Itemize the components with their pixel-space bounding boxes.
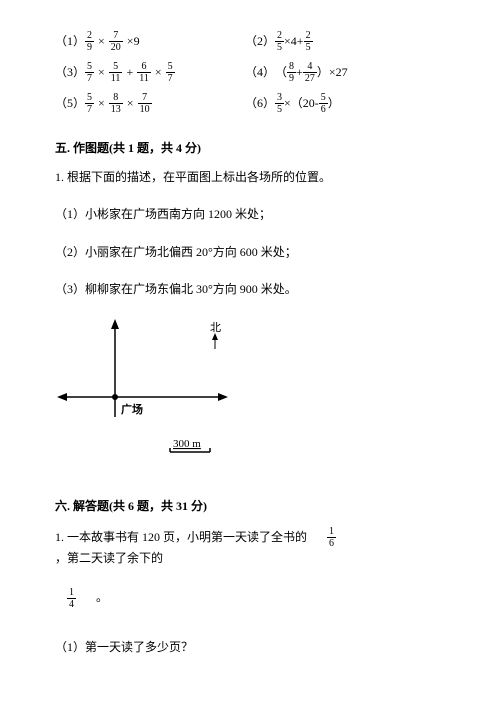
fraction: 57 <box>166 61 175 84</box>
fraction: 29 <box>85 30 94 53</box>
section-5-s2: （2）小丽家在广场北偏西 20°方向 600 米处； <box>55 243 445 262</box>
fraction: 35 <box>275 92 284 115</box>
section-5-q1: 1. 根据下面的描述，在平面图上标出各场所的位置。 <box>55 168 445 187</box>
q1-text-a: 1. 一本故事书有 120 页，小明第一天读了全书的 <box>55 528 307 547</box>
problem-3: （3） 57 × 511 + 611 × 57 <box>55 61 245 84</box>
label: （2） <box>245 32 275 51</box>
fraction: 56 <box>319 92 328 115</box>
lparen: （ <box>275 63 287 82</box>
section-6-q1-line2: 14 。 <box>67 587 108 610</box>
fraction: 57 <box>85 61 94 84</box>
problem-5: （5） 57 × 813 × 710 <box>55 92 245 115</box>
mid: ×4+ <box>284 32 304 51</box>
section-6-q1: 1. 一本故事书有 120 页，小明第一天读了全书的 16 ，第二天读了余下的 <box>55 526 445 568</box>
fraction: 16 <box>327 526 336 549</box>
fraction: 813 <box>109 92 123 115</box>
fraction: 710 <box>138 92 152 115</box>
tail: ×27 <box>329 63 348 82</box>
times: × <box>98 94 105 113</box>
section-6-s1: （1）第一天读了多少页？ <box>55 638 445 657</box>
section-5-title: 五. 作图题(共 1 题，共 4 分) <box>55 139 445 158</box>
problem-2: （2） 25 ×4+ 25 <box>245 30 445 53</box>
rparen: ） <box>328 94 340 113</box>
times: × <box>98 32 105 51</box>
times: × <box>155 63 162 82</box>
mid: ×（20- <box>284 94 319 113</box>
section-6-title: 六. 解答题(共 6 题，共 31 分) <box>55 497 445 516</box>
section-5-s1: （1）小彬家在广场西南方向 1200 米处； <box>55 205 445 224</box>
plus: + <box>296 63 303 82</box>
rparen: ） <box>317 63 329 82</box>
problem-1: （1） 29 × 720 ×9 <box>55 30 245 53</box>
section-5-s3: （3）柳柳家在广场东偏北 30°方向 900 米处。 <box>55 280 445 299</box>
plus: + <box>126 63 133 82</box>
label: （6） <box>245 94 275 113</box>
fraction: 25 <box>275 30 284 53</box>
north-label: 北 <box>210 321 221 334</box>
label: （4） <box>245 63 275 82</box>
fraction: 511 <box>109 61 123 84</box>
times: × <box>98 63 105 82</box>
fraction: 720 <box>109 30 123 53</box>
problem-6: （6） 35 ×（20- 56 ） <box>245 92 445 115</box>
label: （5） <box>55 94 85 113</box>
q1-text-c: 。 <box>96 588 108 607</box>
fraction: 427 <box>303 61 317 84</box>
label: （3） <box>55 63 85 82</box>
q1-text-b: ，第二天读了余下的 <box>55 549 163 568</box>
label: （1） <box>55 32 85 51</box>
tail: ×9 <box>127 32 140 51</box>
fraction: 611 <box>137 61 151 84</box>
map-diagram: 广场 北 300 m <box>55 317 445 473</box>
fraction: 14 <box>67 587 76 610</box>
times: × <box>127 94 134 113</box>
place-label: 广场 <box>121 402 143 416</box>
problem-4: （4） （ 89 + 427 ） ×27 <box>245 61 445 84</box>
scale-label: 300 m <box>173 438 201 450</box>
map-svg: 广场 北 300 m <box>55 317 285 467</box>
fraction: 89 <box>287 61 296 84</box>
fraction: 57 <box>85 92 94 115</box>
fraction: 25 <box>304 30 313 53</box>
